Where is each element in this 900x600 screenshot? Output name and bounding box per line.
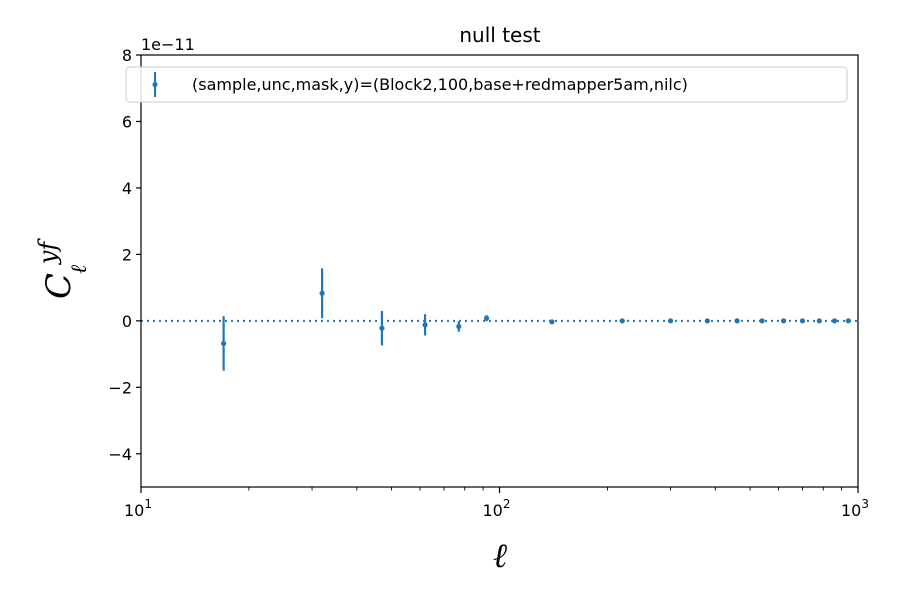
data-series — [221, 268, 851, 371]
y-tick-label: −2 — [108, 378, 132, 397]
data-point — [845, 318, 851, 324]
data-point — [549, 319, 555, 325]
data-point — [759, 318, 765, 324]
legend-box — [125, 66, 848, 103]
data-point — [704, 318, 710, 324]
y-tick-label: 0 — [122, 312, 132, 331]
y-tick-label: −4 — [108, 445, 132, 464]
data-point — [667, 318, 674, 324]
data-point — [734, 318, 740, 324]
y-label-base: C — [39, 273, 79, 299]
chart-title: null test — [459, 23, 540, 47]
y-label-sub: ℓ — [67, 264, 92, 274]
legend: (sample,unc,mask,y)=(Block2,100,base+red… — [125, 66, 848, 103]
y-multiplier: 1e−11 — [141, 35, 195, 54]
data-point — [799, 318, 806, 324]
x-tick-label: 101 — [124, 497, 152, 520]
data-point — [483, 315, 490, 321]
data-point — [422, 322, 428, 328]
svg-text:C yf: C yf — [34, 238, 79, 299]
data-point — [456, 323, 462, 330]
data-point — [831, 318, 838, 324]
data-point — [319, 290, 325, 296]
x-axis-label: ℓ — [493, 536, 507, 576]
y-tick-label: 8 — [122, 46, 132, 65]
data-point — [619, 318, 625, 324]
x-tick-label: 102 — [483, 497, 511, 520]
y-tick-label: 4 — [122, 179, 132, 198]
y-tick-label: 2 — [122, 245, 132, 264]
plot-frame — [140, 54, 859, 488]
legend-entry: (sample,unc,mask,y)=(Block2,100,base+red… — [192, 75, 688, 94]
y-axis-label: C yf ℓ — [34, 238, 92, 299]
data-point — [379, 325, 385, 331]
y-label-sup: yf — [34, 238, 62, 266]
y-tick-label: 6 — [122, 112, 132, 131]
data-point — [816, 318, 822, 324]
data-point — [780, 318, 787, 324]
legend-marker — [152, 81, 158, 88]
data-point — [221, 340, 227, 347]
x-tick-label: 103 — [841, 497, 869, 520]
axis-ticks: −4 −2 0 2 4 6 8 101 102 103 — [108, 46, 869, 520]
